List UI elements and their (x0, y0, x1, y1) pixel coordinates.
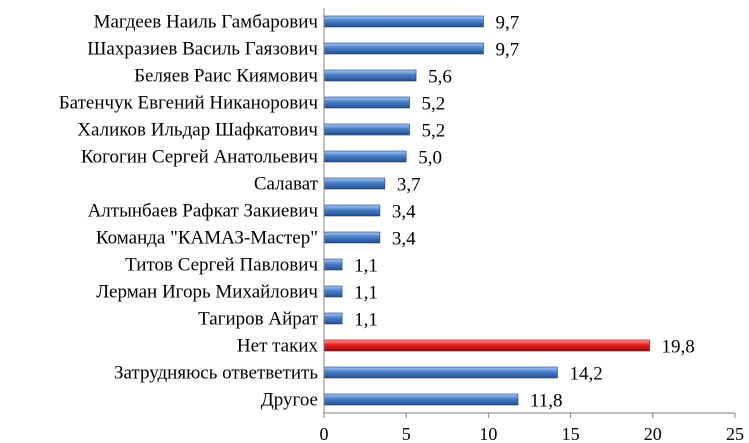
data-label: 3,4 (392, 229, 416, 250)
data-label: 5,2 (421, 121, 445, 142)
x-tick-label: 5 (402, 424, 411, 443)
category-label: Тагиров Айрат (198, 309, 319, 330)
x-tick-label: 10 (479, 424, 497, 443)
plot-area: Магдеев Наиль Гамбарович 9,7 Шахразиев Вас… (59, 8, 744, 443)
category-label: Команда "КАМАЗ-Мастер" (96, 228, 318, 249)
data-label: 11,8 (530, 391, 563, 412)
category-label: Халиков Ильдар Шафкатович (77, 120, 318, 141)
bar (323, 231, 381, 244)
bar (323, 177, 386, 190)
category-label: Магдеев Наиль Гамбарович (94, 12, 319, 33)
bar (323, 15, 484, 28)
category-label: Шахразиев Василь Гаязович (87, 39, 318, 60)
x-tick-label: 20 (644, 424, 662, 443)
bar (323, 285, 343, 298)
category-label: Титов Сергей Павлович (125, 255, 318, 276)
data-label: 5,0 (418, 148, 442, 169)
x-tick-label: 25 (726, 424, 744, 443)
category-label: Салават (254, 174, 319, 195)
data-label: 5,2 (421, 94, 445, 115)
category-label: Батенчук Евгений Никанорович (59, 93, 319, 114)
data-label: 5,6 (428, 67, 452, 88)
bar (323, 123, 410, 136)
data-label: 3,4 (392, 202, 416, 223)
data-label: 1,1 (354, 283, 378, 304)
bar (323, 42, 484, 55)
data-label: 3,7 (397, 175, 421, 196)
bar (323, 393, 519, 406)
bar (323, 150, 407, 163)
x-tick-label: 0 (320, 424, 329, 443)
category-label: Когогин Сергей Анатольевич (81, 147, 319, 168)
data-label: 9,7 (495, 13, 519, 34)
category-label: Другое (261, 390, 318, 411)
data-label: 1,1 (354, 310, 378, 331)
bar (323, 339, 650, 352)
x-tick-label: 15 (562, 424, 580, 443)
bar (323, 312, 343, 325)
category-label: Нет таких (237, 336, 319, 357)
data-label: 19,8 (662, 337, 695, 358)
category-label: Лерман Игорь Михайлович (96, 282, 318, 303)
bar (323, 366, 558, 379)
bar (323, 69, 417, 82)
category-label: Затрудняюсь ответветить (114, 363, 318, 384)
data-label: 9,7 (495, 40, 519, 61)
category-label: Беляев Раис Киямович (134, 66, 318, 87)
data-label: 1,1 (354, 256, 378, 277)
bar (323, 96, 410, 109)
bar (323, 204, 381, 217)
bar (323, 258, 343, 271)
category-label: Алтынбаев Рафкат Закиевич (88, 201, 319, 222)
data-label: 14,2 (569, 364, 602, 385)
